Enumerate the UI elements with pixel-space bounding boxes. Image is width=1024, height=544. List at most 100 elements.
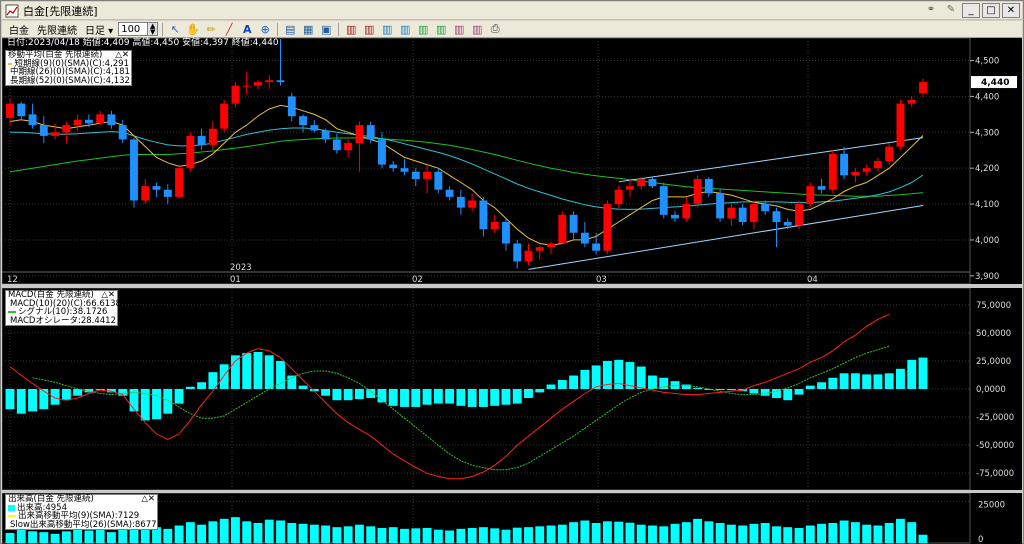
chart-app-icon xyxy=(5,4,19,17)
product-selector[interactable]: 白金 xyxy=(9,25,29,37)
price-tick-label: 4,000 xyxy=(975,236,999,246)
volume-bar xyxy=(648,525,657,543)
candle-down xyxy=(456,196,465,208)
macd-osc-bar xyxy=(817,382,827,389)
volume-bar xyxy=(298,523,308,543)
period-dropdown[interactable]: 日足 ▾ xyxy=(85,25,114,37)
indicator-6-icon[interactable]: ▥ xyxy=(436,22,447,36)
candle-up xyxy=(51,132,60,136)
indicator-2-icon[interactable]: ▥ xyxy=(364,22,375,36)
legend-collapse-icon[interactable]: △✕ xyxy=(141,494,155,504)
candle-up xyxy=(423,171,431,179)
candle-up xyxy=(828,153,837,190)
volume-bar xyxy=(884,523,894,543)
candle-up xyxy=(535,247,544,251)
macd-osc-bar xyxy=(490,389,500,406)
candle-down xyxy=(276,80,285,83)
pane-splitter xyxy=(2,490,1022,493)
close-button[interactable]: ✕ xyxy=(1002,3,1020,18)
candle-down xyxy=(716,193,725,219)
table-icon[interactable]: ▦ xyxy=(303,22,314,36)
pen-icon[interactable]: ✏ xyxy=(206,22,216,36)
volume-bar xyxy=(152,527,161,543)
volume-bar xyxy=(693,518,703,543)
macd-tick-label: 50,0000 xyxy=(976,329,1011,339)
maximize-button[interactable]: □ xyxy=(982,3,1000,18)
macd-osc-bar xyxy=(591,365,601,389)
macd-osc-bar xyxy=(106,389,116,393)
macd-osc-bar xyxy=(354,389,364,400)
price-tick-label: 4,100 xyxy=(975,200,999,210)
zoom-icon[interactable]: ⊕ xyxy=(260,22,270,36)
period-label: 日足 xyxy=(85,25,105,37)
macd-osc-bar xyxy=(862,374,872,389)
legend-collapse-icon[interactable]: △✕ xyxy=(101,290,115,300)
hand-icon[interactable]: ✋ xyxy=(186,22,201,36)
volume-bar xyxy=(16,529,26,543)
macd-osc-bar xyxy=(309,389,319,392)
candle-up xyxy=(727,207,736,219)
macd-osc-bar xyxy=(208,372,218,389)
count-stepper[interactable]: ▲▼ xyxy=(118,22,159,36)
indicator-4-icon[interactable]: ▥ xyxy=(400,22,411,36)
volume-bar xyxy=(873,525,883,543)
volume-bar xyxy=(907,522,917,543)
stepper-arrows-icon[interactable]: ▲ ▼ xyxy=(147,23,158,36)
volume-bar xyxy=(738,525,748,543)
indicator-1-icon[interactable]: ▥ xyxy=(346,22,357,36)
macd-osc-bar xyxy=(907,359,917,389)
candle-down xyxy=(479,200,488,230)
legend-collapse-icon[interactable]: △✕ xyxy=(115,50,129,60)
ma-short-label: 短期線(9)(0)(SMA)(C):4,291 xyxy=(14,58,129,69)
macd-osc-bar xyxy=(772,389,781,398)
price-tick-label: 4,500 xyxy=(975,57,999,67)
chart-canvas[interactable]: 4,500 4,400 4,300 4,200 4,100 4,000 3,900 12 01 2… xyxy=(2,38,1022,544)
macd-line xyxy=(9,313,890,480)
print-icon[interactable]: ⎙ xyxy=(490,22,500,35)
candle-up xyxy=(806,186,815,205)
volume-bar xyxy=(749,523,759,543)
macd-osc-bar xyxy=(242,353,252,389)
indicator-8-icon[interactable]: ▥ xyxy=(472,22,483,36)
candle-up xyxy=(749,204,758,222)
text-tool-icon[interactable]: A xyxy=(242,22,252,36)
ma-mid-label: 中期線(26)(0)(SMA)(C):4,181 xyxy=(10,67,130,77)
macd-osc-bar xyxy=(636,366,646,389)
macd-osc-bar xyxy=(28,389,37,412)
settings-icon[interactable]: ▣ xyxy=(321,22,332,36)
candle-down xyxy=(783,222,792,226)
contract-selector[interactable]: 先限連続 xyxy=(37,25,77,37)
count-input[interactable] xyxy=(119,23,148,35)
candle-down xyxy=(332,139,341,151)
link-icon[interactable]: ⚭ xyxy=(926,4,936,15)
macd-osc-bar xyxy=(366,389,376,398)
volume-bar xyxy=(569,522,579,543)
candle-down xyxy=(761,204,770,212)
candle-up xyxy=(795,204,803,226)
volume-legend: 出来高(白金 先限連続) △✕ 出来高:4954 出来高移動平均(9)(SMA):… xyxy=(5,494,158,530)
pin-icon[interactable]: ✎ xyxy=(946,4,956,15)
macd-osc-bar xyxy=(377,389,387,403)
macd-osc-bar xyxy=(16,389,26,414)
macd-osc-bar xyxy=(681,384,691,389)
line-tool-icon[interactable]: ╱ xyxy=(225,22,233,36)
candle-up xyxy=(468,200,477,208)
chart-type-icon[interactable]: ▤ xyxy=(285,22,296,36)
volume-bar xyxy=(366,526,376,543)
volume-bar xyxy=(670,523,680,543)
macd-osc-bar xyxy=(467,389,477,407)
minimize-button[interactable]: _ xyxy=(962,3,980,18)
macd-osc-bar xyxy=(896,368,905,389)
signal-line-label: シグナル(10):38.1726 xyxy=(18,307,108,317)
pointer-icon[interactable]: ↖ xyxy=(170,22,180,36)
macd-osc-bar xyxy=(828,377,838,389)
indicator-7-icon[interactable]: ▥ xyxy=(454,22,465,36)
candle-up xyxy=(344,143,353,151)
candle-up xyxy=(862,168,871,172)
macd-osc-bar xyxy=(535,389,545,393)
indicator-3-icon[interactable]: ▥ xyxy=(382,22,393,36)
macd-osc-bar xyxy=(557,380,567,389)
chart-area[interactable]: 4,500 4,400 4,300 4,200 4,100 4,000 3,900 12 01 2… xyxy=(2,38,1022,544)
volume-bar xyxy=(580,520,590,543)
indicator-5-icon[interactable]: ▥ xyxy=(418,22,429,36)
